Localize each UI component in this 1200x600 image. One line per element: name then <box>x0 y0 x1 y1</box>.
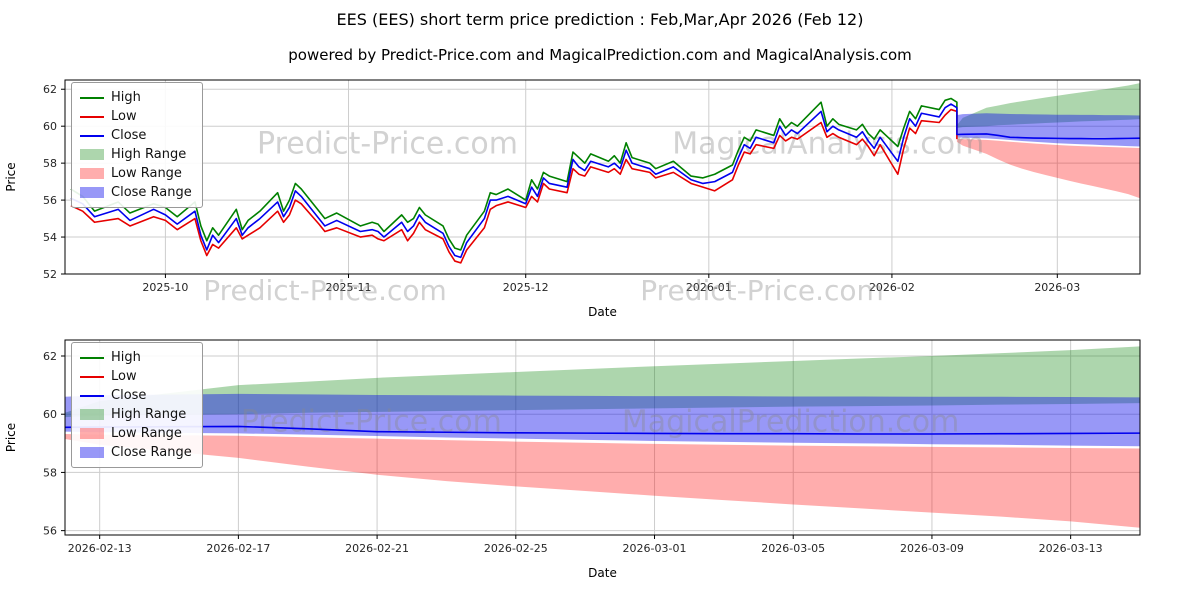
x-tick-label: 2026-03-01 <box>623 542 687 555</box>
legend-label: Low Range <box>111 166 182 181</box>
x-tick-label: 2025-11 <box>326 281 372 294</box>
chart-subtitle: powered by Predict-Price.com and Magical… <box>288 46 912 64</box>
y-tick-label: 52 <box>43 268 57 281</box>
legend-patch-swatch <box>80 187 104 198</box>
watermark-text: Predict-Price.com <box>203 274 447 307</box>
legend-line-swatch <box>80 375 104 378</box>
close-line <box>70 103 1141 259</box>
legend: High Low Close High Range Low Range Close Ran… <box>71 342 203 468</box>
legend-patch-swatch <box>80 428 104 439</box>
y-tick-label: 56 <box>43 194 57 207</box>
legend-label: Close <box>111 388 147 403</box>
x-tick-label: 2026-03-13 <box>1039 542 1103 555</box>
close-range-band <box>65 393 1140 447</box>
y-tick-label: 60 <box>43 120 57 133</box>
legend-label: Close Range <box>111 185 192 200</box>
legend-item-low: Low <box>80 367 192 386</box>
legend-label: Close <box>111 128 147 143</box>
prediction-zoom-chart: Predict-Price.com MagicalPrediction.com 20… <box>0 330 1200 600</box>
x-axis-label: Date <box>588 566 617 580</box>
plot-border <box>64 339 1141 536</box>
x-tick-label: 2026-02-13 <box>68 542 132 555</box>
chart-title: EES (EES) short term price prediction : … <box>336 10 864 29</box>
y-tick-label: 54 <box>43 231 57 244</box>
x-tick-label: 2026-02-17 <box>206 542 270 555</box>
plot-border <box>64 79 1141 275</box>
legend-line-swatch <box>80 96 104 99</box>
low-line <box>70 108 958 264</box>
y-tick-label: 58 <box>43 157 57 170</box>
legend: High Low Close High Range Low Range Close Ran… <box>71 82 203 208</box>
legend-label: High <box>111 90 141 105</box>
prediction-zoom-canvas: Predict-Price.com MagicalPrediction.com20… <box>4 339 1141 580</box>
legend-label: Low <box>111 369 137 384</box>
high-range-band <box>956 83 1140 129</box>
close-line <box>64 425 1141 435</box>
x-axis-label: Date <box>588 305 617 319</box>
legend-item-high-range: High Range <box>80 145 192 164</box>
y-tick-label: 58 <box>43 466 57 479</box>
legend-label: High <box>111 350 141 365</box>
legend-patch-swatch <box>80 168 104 179</box>
x-tick-label: 2026-02 <box>869 281 915 294</box>
legend-label: High Range <box>111 147 187 162</box>
legend-label: Low <box>111 109 137 124</box>
legend-item-low: Low <box>80 107 192 126</box>
y-axis-label: Price <box>4 423 18 452</box>
low-range-band <box>956 138 1140 199</box>
high-line <box>70 97 958 251</box>
high-range-band <box>65 346 1140 418</box>
x-tick-label: 2026-01 <box>686 281 732 294</box>
price-history-chart: Predict-Price.com MagicalAnalysis.com 2025… <box>0 70 1200 330</box>
y-tick-label: 62 <box>43 83 57 96</box>
legend-patch-swatch <box>80 447 104 458</box>
legend-item-high: High <box>80 348 192 367</box>
legend-label: Close Range <box>111 445 192 460</box>
legend-line-swatch <box>80 115 104 118</box>
legend-item-low-range: Low Range <box>80 164 192 183</box>
x-tick-label: 2026-03-05 <box>761 542 825 555</box>
legend-item-low-range: Low Range <box>80 424 192 443</box>
legend-line-swatch <box>80 394 104 397</box>
legend-label: Low Range <box>111 426 182 441</box>
legend-line-swatch <box>80 356 104 359</box>
y-tick-label: 60 <box>43 408 57 421</box>
watermark-text: Predict-Price.com <box>257 127 518 162</box>
x-tick-label: 2026-03-09 <box>900 542 964 555</box>
x-tick-label: 2026-02-21 <box>345 542 409 555</box>
legend-item-high-range: High Range <box>80 405 192 424</box>
legend-label: High Range <box>111 407 187 422</box>
legend-patch-swatch <box>80 149 104 160</box>
legend-line-swatch <box>80 134 104 137</box>
legend-item-close: Close <box>80 126 192 145</box>
watermark-text: Predict-Price.com <box>241 405 502 440</box>
watermark-text: MagicalAnalysis.com <box>672 127 984 162</box>
x-tick-label: 2026-02-25 <box>484 542 548 555</box>
legend-patch-swatch <box>80 409 104 420</box>
watermark-text: Predict-Price.com <box>640 274 884 307</box>
x-tick-label: 2025-12 <box>503 281 549 294</box>
legend-item-high: High <box>80 88 192 107</box>
x-tick-label: 2025-10 <box>142 281 188 294</box>
y-tick-label: 62 <box>43 350 57 363</box>
price-history-canvas: Predict-Price.com MagicalAnalysis.com 2025… <box>4 79 1141 319</box>
x-tick-label: 2026-03 <box>1034 281 1080 294</box>
y-tick-label: 56 <box>43 525 57 538</box>
legend-item-close: Close <box>80 386 192 405</box>
legend-item-close-range: Close Range <box>80 443 192 462</box>
low-range-band <box>65 434 1140 528</box>
y-axis-label: Price <box>4 162 18 191</box>
legend-item-close-range: Close Range <box>80 183 192 202</box>
